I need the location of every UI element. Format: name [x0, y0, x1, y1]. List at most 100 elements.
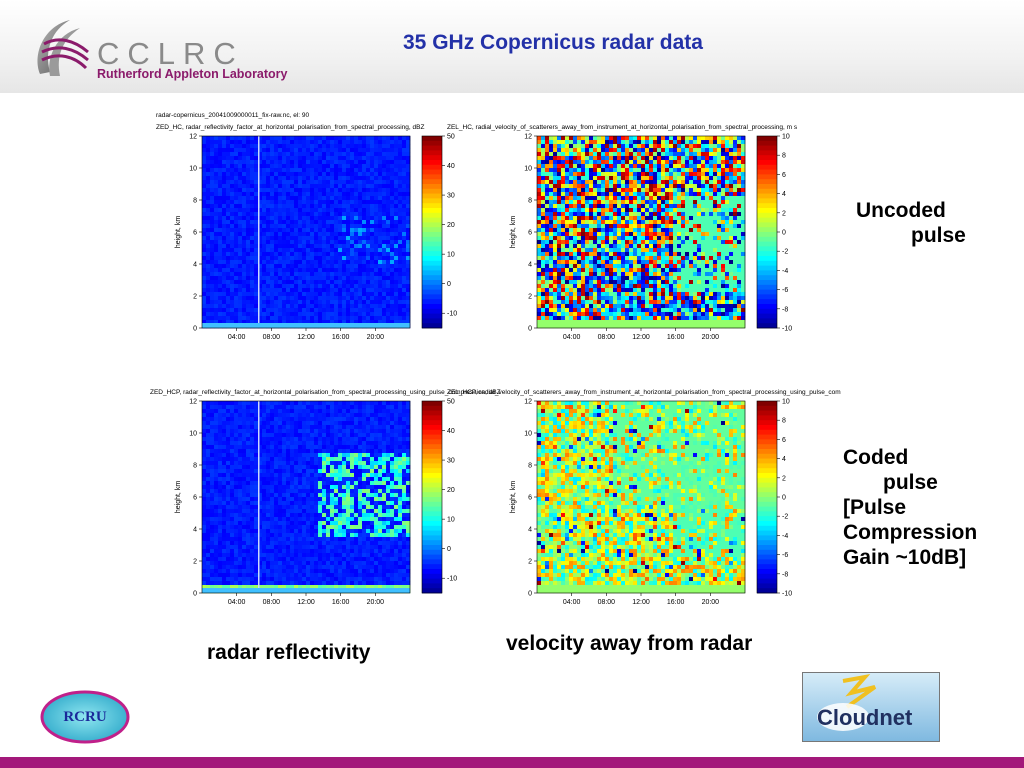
heatmap-cell — [230, 148, 235, 153]
heatmap-cell — [597, 316, 602, 321]
heatmap-cell — [713, 152, 718, 157]
heatmap-cell — [310, 236, 315, 241]
heatmap-cell — [398, 220, 403, 225]
heatmap-cell — [569, 272, 574, 277]
heatmap-cell — [242, 292, 247, 297]
heatmap-cell — [693, 312, 698, 317]
heatmap-cell — [406, 148, 411, 153]
heatmap-cell — [569, 264, 574, 269]
heatmap-cell — [342, 296, 347, 301]
heatmap-cell — [374, 244, 379, 249]
heatmap-cell — [258, 292, 263, 297]
heatmap-cell — [741, 272, 746, 277]
heatmap-cell — [629, 220, 634, 225]
heatmap-cell — [258, 184, 263, 189]
heatmap-cell — [242, 308, 247, 313]
heatmap-cell — [286, 156, 291, 161]
heatmap-cell — [725, 312, 730, 317]
heatmap-cell — [685, 304, 690, 309]
heatmap-cell — [258, 216, 263, 221]
heatmap-cell — [637, 264, 642, 269]
heatmap-cell — [246, 256, 251, 261]
heatmap-cell — [629, 204, 634, 209]
heatmap-cell — [294, 236, 299, 241]
colorbar-swatch — [422, 265, 442, 271]
heatmap-cell — [210, 240, 215, 245]
heatmap-cell — [729, 144, 734, 149]
heatmap-cell — [370, 252, 375, 257]
heatmap-cell — [350, 176, 355, 181]
heatmap-cell — [238, 200, 243, 205]
heatmap-cell — [262, 244, 267, 249]
heatmap-cell — [318, 168, 323, 173]
heatmap-cell — [258, 144, 263, 149]
heatmap-cell — [350, 192, 355, 197]
heatmap-cell — [234, 160, 239, 165]
heatmap-cell — [589, 176, 594, 181]
heatmap-cell — [374, 304, 379, 309]
heatmap-cell — [246, 276, 251, 281]
heatmap-cell — [342, 288, 347, 293]
heatmap-cell — [382, 304, 387, 309]
heatmap-cell — [274, 176, 279, 181]
heatmap-cell — [222, 164, 227, 169]
heatmap-cell — [202, 232, 207, 237]
heatmap-cell — [238, 260, 243, 265]
heatmap-cell — [238, 236, 243, 241]
heatmap-cell — [717, 208, 722, 213]
heatmap-cell — [673, 212, 678, 217]
heatmap-cell — [545, 192, 550, 197]
heatmap-cell — [346, 292, 351, 297]
heatmap-cell — [553, 228, 558, 233]
heatmap-cell — [338, 288, 343, 293]
heatmap-cell — [342, 212, 347, 217]
heatmap-cell — [669, 288, 674, 293]
heatmap-cell — [290, 144, 295, 149]
heatmap-cell — [398, 296, 403, 301]
heatmap-cell — [557, 152, 562, 157]
heatmap-cell — [577, 296, 582, 301]
heatmap-cell — [222, 268, 227, 273]
heatmap-cell — [206, 204, 211, 209]
heatmap-cell — [713, 180, 718, 185]
heatmap-cell — [358, 212, 363, 217]
heatmap-cell — [350, 256, 355, 261]
heatmap-cell — [733, 148, 738, 153]
heatmap-cell — [262, 272, 267, 277]
heatmap-cell — [681, 208, 686, 213]
heatmap-cell — [342, 176, 347, 181]
heatmap-cell — [210, 312, 215, 317]
heatmap-cell — [334, 152, 339, 157]
heatmap-cell — [669, 184, 674, 189]
heatmap-cell — [697, 184, 702, 189]
heatmap-cell — [294, 216, 299, 221]
heatmap-cell — [306, 216, 311, 221]
heatmap-cell — [685, 276, 690, 281]
heatmap-cell — [298, 196, 303, 201]
heatmap-cell — [350, 280, 355, 285]
heatmap-cell — [394, 148, 399, 153]
heatmap-cell — [286, 216, 291, 221]
heatmap-cell — [322, 244, 327, 249]
heatmap-cell — [370, 176, 375, 181]
heatmap-cell — [366, 296, 371, 301]
heatmap-cell — [386, 316, 391, 321]
heatmap-cell — [689, 156, 694, 161]
heatmap-cell — [597, 160, 602, 165]
heatmap-cell — [577, 144, 582, 149]
heatmap-cell — [250, 316, 255, 321]
heatmap-cell — [661, 140, 666, 145]
heatmap-cell — [561, 212, 566, 217]
heatmap-cell — [685, 296, 690, 301]
heatmap-cell — [669, 168, 674, 173]
heatmap-cell — [689, 180, 694, 185]
heatmap-cell — [569, 172, 574, 177]
heatmap-cell — [298, 264, 303, 269]
heatmap-cell — [689, 140, 694, 145]
heatmap-cell — [541, 288, 546, 293]
heatmap-cell — [621, 224, 626, 229]
heatmap-cell — [206, 228, 211, 233]
heatmap-cell — [278, 220, 283, 225]
heatmap-cell — [549, 160, 554, 165]
heatmap-cell — [625, 284, 630, 289]
